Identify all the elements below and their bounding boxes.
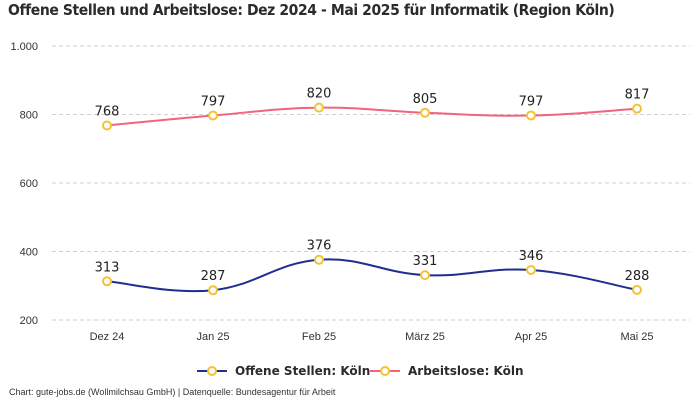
data-point-marker[interactable] <box>632 103 642 114</box>
chart-title: Offene Stellen und Arbeitslose: Dez 2024… <box>8 1 615 19</box>
legend-item[interactable]: Arbeitslose: Köln <box>370 364 524 378</box>
legend-label: Offene Stellen: Köln <box>235 364 370 378</box>
legend-marker-icon <box>207 366 217 376</box>
x-tick-label: Feb 25 <box>302 331 336 343</box>
data-point-marker[interactable] <box>632 284 642 295</box>
data-point-marker[interactable] <box>314 102 324 113</box>
data-label: 287 <box>201 269 226 284</box>
x-tick-label: Mai 25 <box>620 331 653 343</box>
data-label: 331 <box>413 254 438 269</box>
data-label: 797 <box>201 95 226 110</box>
data-label: 768 <box>95 104 120 119</box>
data-point-marker[interactable] <box>208 110 218 121</box>
data-label: 346 <box>519 249 544 264</box>
data-label: 817 <box>625 88 650 103</box>
y-tick-label: 600 <box>20 178 38 190</box>
data-point-marker[interactable] <box>102 276 112 287</box>
data-point-marker[interactable] <box>526 110 536 121</box>
x-tick-label: Jan 25 <box>196 331 229 343</box>
y-tick-label: 800 <box>20 110 38 122</box>
data-label: 805 <box>413 92 438 107</box>
series-lines <box>106 106 638 293</box>
data-point-marker[interactable] <box>420 270 430 281</box>
data-label: 376 <box>307 239 332 254</box>
data-point-marker[interactable] <box>208 285 218 296</box>
data-point-marker[interactable] <box>314 254 324 265</box>
data-label: 797 <box>519 95 544 110</box>
series-line <box>106 106 638 127</box>
series-line <box>106 258 638 293</box>
legend-marker-icon <box>380 366 390 376</box>
x-tick-label: März 25 <box>405 331 445 343</box>
data-labels: 313 287 376 331 346 288 768 797 820 805 797 817 <box>95 87 650 285</box>
data-label: 820 <box>307 87 332 102</box>
legend: Offene Stellen: Köln Arbeitslose: Köln <box>197 364 524 378</box>
legend-item[interactable]: Offene Stellen: Köln <box>197 364 370 378</box>
series-markers <box>102 102 642 296</box>
y-tick-label: 1.000 <box>10 41 38 53</box>
data-label: 288 <box>625 269 650 284</box>
data-label: 313 <box>95 260 120 275</box>
chart-source-footer: Chart: gute-jobs.de (Wollmilchsau GmbH) … <box>9 387 336 397</box>
y-axis-ticks: 200 400 600 800 1.000 <box>10 41 38 327</box>
y-tick-label: 200 <box>20 315 38 327</box>
data-point-marker[interactable] <box>420 107 430 118</box>
x-tick-label: Apr 25 <box>515 331 547 343</box>
gridlines <box>52 45 690 321</box>
data-point-marker[interactable] <box>102 120 112 131</box>
y-tick-label: 400 <box>20 247 38 259</box>
legend-label: Arbeitslose: Köln <box>408 364 524 378</box>
data-point-marker[interactable] <box>526 264 536 275</box>
x-axis-ticks: Dez 24 Jan 25 Feb 25 März 25 Apr 25 Mai 25 <box>90 331 654 343</box>
x-tick-label: Dez 24 <box>90 331 125 343</box>
